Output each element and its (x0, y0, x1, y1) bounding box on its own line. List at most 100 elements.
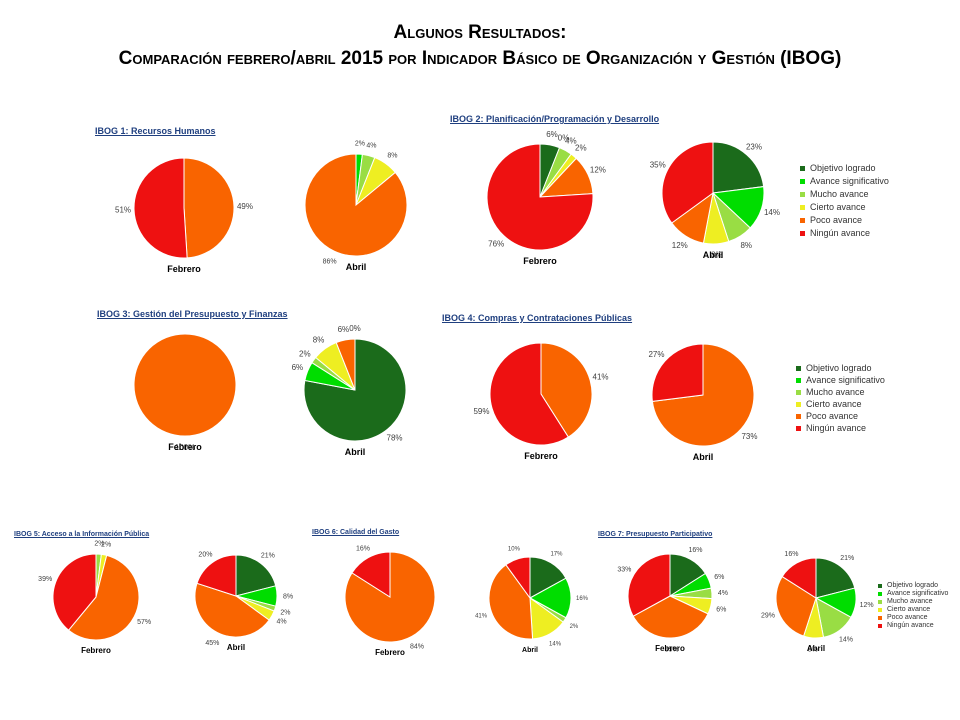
legend-swatch (796, 425, 801, 431)
pie-data-label-ningun-avance: 0% (349, 324, 361, 333)
legend-label: Avance significativo (810, 176, 889, 186)
pie-data-label-cierto-avance: 8% (313, 336, 325, 345)
legend-item-mucho-avance: Mucho avance (796, 387, 885, 397)
pie-data-label-cierto-avance: 2% (575, 143, 587, 152)
legend-swatch (800, 191, 805, 197)
pie-data-label-objetivo-logrado: 6% (546, 130, 558, 139)
pie-data-label-objetivo-logrado: 21% (840, 555, 854, 562)
pie-data-label-mucho-avance: 4% (565, 137, 577, 146)
pie-data-label-ningun-avance: 27% (648, 350, 664, 359)
pie-slice-poco-avance (183, 157, 235, 259)
pie-slice-poco-avance (194, 582, 270, 638)
pie-chart-ibog7-febrero: 16% 6% 4% 6% 35% 33% Febrero (617, 547, 728, 653)
legend-label: Cierto avance (887, 606, 931, 613)
pie-data-label-avance-significativo: 6% (292, 363, 304, 372)
pie-category-label: Abril (345, 447, 366, 457)
pie-data-label-ningun-avance: 20% (198, 551, 212, 558)
pie-data-label-avance-significativo: 2% (355, 141, 365, 148)
pie-data-label-objetivo-logrado: 17% (550, 551, 563, 557)
legend-swatch (796, 377, 801, 383)
pie-chart-ibog2-abril: 23% 14% 8% 8% 12% 35% Abril (650, 141, 780, 260)
pie-data-label-objetivo-logrado: 78% (387, 434, 403, 443)
legend-swatch (796, 365, 801, 371)
pie-data-label-mucho-avance: 4% (718, 590, 728, 597)
pie-slice-poco-avance (335, 338, 356, 391)
pie-slice-ningun-avance (627, 553, 671, 617)
pie-slice-ningun-avance (52, 553, 97, 631)
pie-chart-ibog4-febrero: 41% 59% Febrero (473, 342, 609, 461)
legend-label: Poco avance (806, 411, 859, 421)
pie-data-label-poco-avance: 84% (410, 644, 424, 651)
legend-swatch (796, 401, 801, 407)
pie-data-label-avance-significativo: 14% (764, 208, 780, 217)
legend-label: Ningún avance (806, 423, 867, 433)
panel-title-ibog1: IBOG 1: Recursos Humanos (95, 126, 216, 136)
pie-data-label-ningun-avance: 16% (784, 551, 798, 558)
legend-label: Avance significativo (887, 590, 949, 597)
pie-category-label: Abril (346, 262, 367, 272)
slide-title: Algunos Resultados: (393, 22, 567, 43)
legend-label: Mucho avance (887, 598, 933, 605)
pie-data-label-cierto-avance: 2% (101, 541, 111, 548)
pie-data-label-poco-avance: 100% (175, 443, 195, 452)
legend-label: Ningún avance (810, 228, 871, 238)
legend-swatch (878, 591, 882, 596)
pie-data-label-poco-avance: 12% (590, 166, 606, 175)
legend-item-ningun-avance: Ningún avance (800, 228, 889, 238)
legend-item-objetivo-logrado: Objetivo logrado (800, 163, 889, 173)
pie-data-label-poco-avance: 86% (323, 259, 337, 266)
pie-data-label-mucho-avance: 2% (94, 541, 104, 548)
legend-swatch (800, 165, 805, 171)
legend-item-cierto-avance: Cierto avance (800, 202, 889, 212)
pie-slice-poco-avance (775, 575, 817, 637)
pie-slice-ningun-avance (651, 343, 704, 402)
legend-swatch (800, 178, 805, 184)
pie-slice-objetivo-logrado (529, 556, 567, 599)
pie-data-label-objetivo-logrado: 21% (261, 552, 275, 559)
pie-slice-objetivo-logrado (235, 554, 277, 597)
pie-data-label-poco-avance: 41% (475, 614, 488, 620)
pie-data-label-mucho-avance: 2% (299, 349, 311, 358)
pie-data-label-objetivo-logrado: 16% (689, 547, 703, 554)
legend-swatch (878, 623, 882, 628)
panel-title-ibog2: IBOG 2: Planificación/Programación y Des… (450, 114, 660, 124)
pie-data-label-cierto-avance: 8% (808, 646, 818, 653)
pie-data-label-poco-avance: 41% (593, 373, 609, 382)
legend-label: Cierto avance (810, 202, 866, 212)
pie-data-label-mucho-avance: 8% (740, 241, 752, 250)
legend-label: Cierto avance (806, 399, 862, 409)
pie-data-label-avance-significativo: 12% (860, 602, 874, 609)
pie-data-label-poco-avance: 29% (761, 613, 775, 620)
pie-slice-poco-avance (67, 554, 140, 641)
legend-label: Objetivo logrado (806, 363, 872, 373)
panel-title-ibog7: IBOG 7: Presupuesto Participativo (598, 531, 713, 538)
legend-ibog2: Objetivo logrado Avance significativo Much… (800, 163, 889, 241)
legend-swatch (800, 230, 805, 236)
pie-slice-ningun-avance (196, 554, 237, 597)
pie-data-label-ningun-avance: 10% (508, 547, 521, 553)
pie-data-label-mucho-avance: 2% (280, 610, 290, 617)
pie-chart-ibog7-abril: 21% 12% 14% 8% 29% 16% Abril (761, 551, 874, 654)
pie-data-label-poco-avance: 73% (741, 432, 757, 441)
pie-data-label-ningun-avance: 16% (356, 545, 370, 552)
pie-category-label: Febrero (655, 644, 685, 653)
pie-data-label-cierto-avance: 6% (716, 607, 726, 614)
legend-label: Poco avance (810, 215, 863, 225)
legend-item-objetivo-logrado: Objetivo logrado (878, 582, 948, 589)
pie-data-label-ningun-avance: 33% (617, 566, 631, 573)
legend-swatch (800, 217, 805, 223)
legend-item-ningun-avance: Ningún avance (878, 622, 948, 629)
legend-item-mucho-avance: Mucho avance (878, 598, 948, 605)
legend-swatch (800, 204, 805, 210)
pie-data-label-cierto-avance: 8% (387, 152, 397, 159)
pie-chart-ibog2-febrero: 6% 0%4%2% 12% 76% Febrero (486, 130, 606, 266)
pie-chart-ibog4-abril: 73% 27% Abril (648, 343, 758, 462)
legend-item-poco-avance: Poco avance (800, 215, 889, 225)
pie-data-label-ningun-avance: 51% (115, 206, 131, 215)
pie-slice-poco-avance (133, 333, 237, 437)
legend-label: Objetivo logrado (887, 582, 938, 589)
pie-data-label-avance-significativo: 8% (283, 593, 293, 600)
pie-data-label-ningun-avance: 35% (650, 161, 666, 170)
pie-slice-ningun-avance (486, 143, 594, 251)
pie-category-label: Febrero (81, 646, 111, 655)
